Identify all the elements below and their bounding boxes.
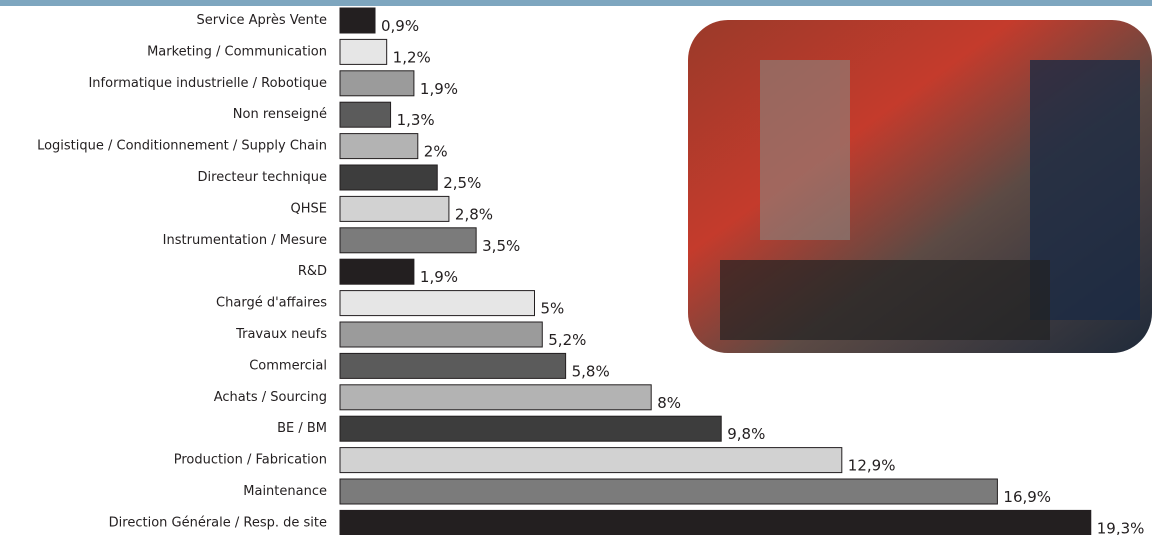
value-label: 2% [424, 143, 448, 161]
bar [339, 415, 722, 442]
category-label: Marketing / Communication [147, 44, 327, 59]
category-label: Chargé d'affaires [216, 296, 327, 311]
bar [339, 321, 543, 348]
category-label: Commercial [249, 358, 327, 373]
value-label: 16,9% [1003, 488, 1051, 506]
value-label: 1,9% [420, 80, 458, 98]
category-label: QHSE [291, 201, 327, 216]
bar [339, 290, 535, 317]
category-label: Logistique / Conditionnement / Supply Ch… [37, 139, 327, 154]
category-label: Production / Fabrication [174, 453, 327, 468]
value-label: 19,3% [1097, 519, 1145, 535]
category-label: Maintenance [243, 484, 327, 499]
category-label: BE / BM [277, 421, 327, 436]
value-label: 12,9% [848, 457, 896, 475]
category-label: Achats / Sourcing [214, 390, 327, 405]
bar [339, 164, 438, 191]
category-label: Informatique industrielle / Robotique [88, 76, 327, 91]
value-label: 0,9% [381, 17, 419, 35]
bar [339, 133, 419, 160]
category-label: Directeur technique [198, 170, 327, 185]
bar [339, 101, 392, 128]
bar [339, 447, 843, 474]
value-label: 2,5% [443, 174, 481, 192]
bar [339, 38, 388, 65]
bar [339, 509, 1092, 535]
bar [339, 227, 477, 254]
bar [339, 384, 652, 411]
bar [339, 195, 450, 222]
value-label: 5% [541, 300, 565, 318]
photo-table [720, 260, 1050, 340]
value-label: 5,2% [548, 331, 586, 349]
photo-figure [760, 60, 850, 240]
value-label: 3,5% [482, 237, 520, 255]
value-label: 1,2% [393, 48, 431, 66]
value-label: 8% [657, 394, 681, 412]
bar [339, 352, 567, 379]
category-label: Instrumentation / Mesure [163, 233, 327, 248]
bar [339, 258, 415, 285]
category-label: Travaux neufs [235, 327, 327, 342]
value-label: 1,3% [397, 111, 435, 129]
bar [339, 70, 415, 97]
top-band [0, 0, 1152, 6]
value-label: 9,8% [727, 425, 765, 443]
category-label: Direction Générale / Resp. de site [109, 515, 327, 530]
bar [339, 7, 376, 34]
value-label: 1,9% [420, 268, 458, 286]
bar [339, 478, 998, 505]
category-label: Service Après Vente [196, 13, 327, 28]
category-label: R&D [298, 264, 327, 279]
value-label: 2,8% [455, 205, 493, 223]
category-label: Non renseigné [233, 107, 327, 122]
value-label: 5,8% [572, 362, 610, 380]
